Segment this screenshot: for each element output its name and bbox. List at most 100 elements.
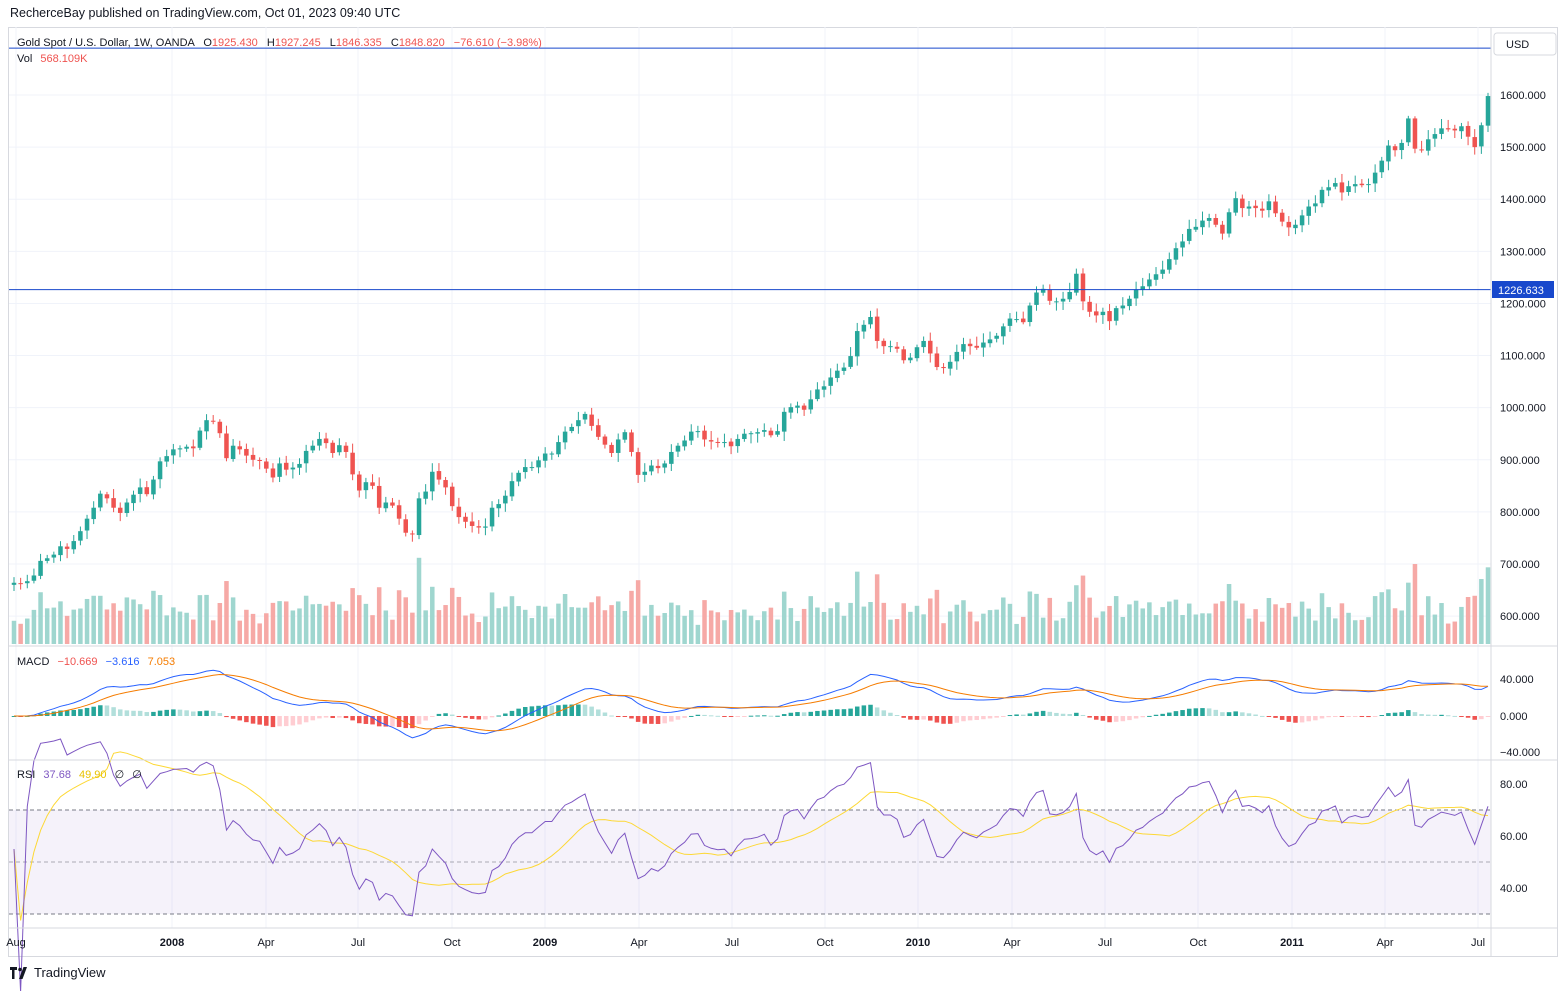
- candle-body: [310, 445, 316, 451]
- candle-body: [748, 433, 754, 435]
- candle-body: [51, 554, 57, 558]
- macd-pane: [11, 669, 1491, 739]
- macd-histogram-bar: [1074, 712, 1079, 716]
- macd-histogram-bar: [1299, 716, 1305, 723]
- macd-histogram-bar: [1160, 713, 1165, 716]
- candle-body: [264, 461, 269, 469]
- candle-body: [928, 340, 933, 354]
- macd-hist-value: −10.669: [57, 656, 97, 668]
- volume-bar: [303, 595, 309, 644]
- macd-histogram-bar: [914, 716, 920, 720]
- volume-bar: [204, 594, 209, 644]
- price-tick-label: 800.000: [1500, 507, 1540, 519]
- volume-bar: [662, 613, 667, 644]
- macd-histogram-bar: [463, 716, 468, 718]
- volume-bar: [556, 603, 561, 644]
- candle-body: [1346, 186, 1351, 192]
- macd-histogram-bar: [290, 716, 296, 726]
- macd-histogram-bar: [137, 710, 143, 716]
- volume-bar: [423, 610, 428, 644]
- macd-histogram-bar: [1226, 712, 1232, 716]
- volume-bar: [390, 619, 395, 644]
- volume-bar: [1439, 603, 1444, 644]
- price-marker-label: 1226.633: [1498, 285, 1544, 297]
- macd-histogram-bar: [357, 716, 362, 724]
- chart-frame: [8, 27, 1558, 957]
- candle-body: [237, 446, 243, 450]
- volume-bar: [1127, 604, 1132, 644]
- volume-bar: [11, 620, 17, 644]
- candle-body: [715, 441, 721, 443]
- volume-bar: [928, 598, 933, 644]
- candle-body: [947, 361, 953, 369]
- macd-histogram-bar: [1020, 714, 1026, 716]
- volume-bar: [469, 613, 475, 644]
- macd-histogram-bar: [1014, 714, 1019, 716]
- volume-bar: [961, 600, 966, 644]
- candle-body: [1107, 311, 1112, 322]
- candle-body: [1213, 218, 1219, 225]
- candle-body: [44, 558, 50, 561]
- volume-bar: [642, 615, 648, 644]
- volume-bar: [1379, 592, 1385, 644]
- macd-histogram-bar: [98, 705, 103, 716]
- time-axis-label: 2008: [160, 937, 184, 949]
- candle-body: [204, 420, 209, 432]
- candle-body: [483, 526, 488, 528]
- macd-histogram-bar: [961, 716, 966, 722]
- volume-bar: [596, 596, 601, 644]
- change-value: −76.610 (−3.98%): [454, 37, 542, 49]
- macd-histogram-bar: [303, 716, 309, 723]
- macd-histogram-bar: [549, 705, 555, 716]
- volume-bar: [1386, 589, 1391, 644]
- macd-histogram-bar: [901, 716, 906, 718]
- price-tick-label: 900.000: [1500, 455, 1540, 467]
- macd-histogram-bar: [762, 715, 767, 717]
- candle-body: [1352, 184, 1358, 187]
- volume-bar: [609, 605, 614, 644]
- candle-body: [1246, 206, 1252, 209]
- macd-histogram-bar: [516, 708, 521, 716]
- currency-box[interactable]: [1493, 32, 1557, 56]
- volume-bar: [974, 621, 980, 644]
- candle-body: [303, 450, 309, 464]
- volume-bar: [1259, 621, 1265, 644]
- volume-bar: [522, 609, 528, 644]
- macd-histogram-bar: [1113, 716, 1119, 722]
- candle-body: [410, 533, 415, 535]
- volume-bar: [868, 602, 873, 644]
- candle-body: [430, 471, 435, 492]
- macd-histogram-bar: [874, 707, 880, 716]
- candle-body: [848, 356, 853, 367]
- macd-histogram-bar: [1465, 716, 1471, 718]
- candle-body: [210, 420, 216, 422]
- macd-histogram-bar: [522, 707, 528, 716]
- macd-histogram-bar: [841, 709, 847, 716]
- tradingview-brand[interactable]: TradingView: [10, 965, 106, 980]
- time-axis[interactable]: Aug 2008 Apr Jul Oct 2009 Apr Jul Oct 2010 Apr Jul O…: [6, 937, 1485, 949]
- macd-histogram-bar: [576, 704, 581, 716]
- time-axis-label: Jul: [351, 937, 365, 949]
- macd-histogram-bar: [768, 715, 774, 717]
- volume-bar: [1173, 599, 1179, 644]
- candle-body: [64, 546, 70, 549]
- volume-bar: [1213, 603, 1219, 644]
- volume-bar: [78, 608, 83, 644]
- volume-bar: [217, 603, 223, 644]
- volume-bar: [934, 589, 940, 644]
- candle-body: [1406, 118, 1411, 143]
- macd-histogram-bar: [662, 716, 667, 724]
- candle-body: [1452, 128, 1458, 131]
- candle-body: [914, 347, 920, 359]
- macd-histogram-bar: [1392, 712, 1398, 716]
- macd-histogram-bar: [1054, 712, 1059, 716]
- volume-bar: [144, 609, 150, 644]
- time-axis-label: Oct: [816, 937, 833, 949]
- volume-bar: [589, 602, 594, 644]
- volume-bar: [370, 615, 375, 644]
- volume-bar: [1339, 603, 1345, 644]
- candle-body: [396, 505, 402, 519]
- macd-histogram-bar: [383, 716, 389, 727]
- candle-body: [376, 485, 382, 508]
